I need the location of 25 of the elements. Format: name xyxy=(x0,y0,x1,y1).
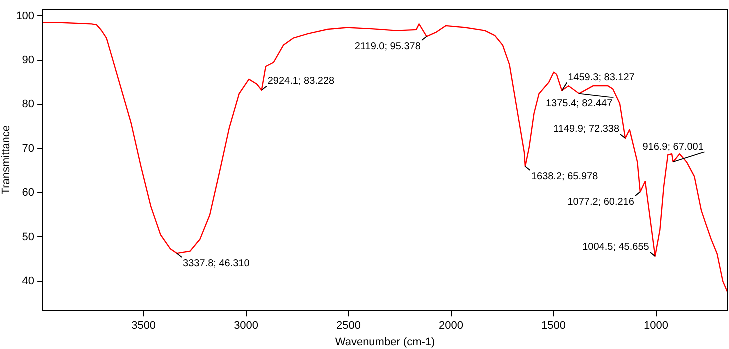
annotation: 1149.9; 72.338 xyxy=(554,124,620,136)
x-tick-label: 2000 xyxy=(439,320,464,332)
y-tick-label: 40 xyxy=(22,275,35,288)
x-tick-label: 3500 xyxy=(132,320,156,332)
y-axis-title: Transmittance xyxy=(0,125,13,195)
y-tick-label: 90 xyxy=(22,54,35,66)
y-tick-label: 80 xyxy=(22,98,35,111)
annotation: 1459.3; 83.127 xyxy=(568,72,636,84)
y-tick-label: 70 xyxy=(22,142,35,155)
annotation: 1375.4; 82.447 xyxy=(546,98,614,110)
x-tick-label: 2500 xyxy=(336,320,362,332)
annotation: 1638.2; 65.978 xyxy=(531,171,599,182)
annotation: 1004.5; 45.655 xyxy=(582,242,650,254)
annotation: 916.9; 67.001 xyxy=(642,142,704,153)
x-tick-label: 1000 xyxy=(644,320,668,332)
y-tick-label: 50 xyxy=(22,231,35,244)
annotation: 3337.8; 46.310 xyxy=(183,258,250,270)
y-tick-label: 100 xyxy=(16,10,35,22)
x-tick-label: 1500 xyxy=(542,320,566,332)
x-tick-label: 3000 xyxy=(234,320,259,332)
y-tick-label: 60 xyxy=(22,187,35,200)
annotation: 1077.2; 60.216 xyxy=(568,196,635,208)
annotation: 2119.0; 95.378 xyxy=(354,41,422,52)
annotation: 2924.1; 83.228 xyxy=(268,76,336,88)
x-axis-title: Wavenumber (cm-1) xyxy=(335,336,436,348)
